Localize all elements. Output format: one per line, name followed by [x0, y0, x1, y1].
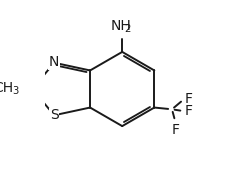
Text: F: F [184, 92, 192, 106]
Text: 3: 3 [12, 86, 18, 96]
Text: NH: NH [111, 19, 132, 33]
Text: CH: CH [0, 82, 14, 95]
Text: F: F [172, 123, 179, 137]
Text: S: S [50, 108, 58, 122]
Text: F: F [184, 104, 192, 118]
Text: N: N [49, 55, 59, 69]
Text: 2: 2 [124, 24, 130, 34]
